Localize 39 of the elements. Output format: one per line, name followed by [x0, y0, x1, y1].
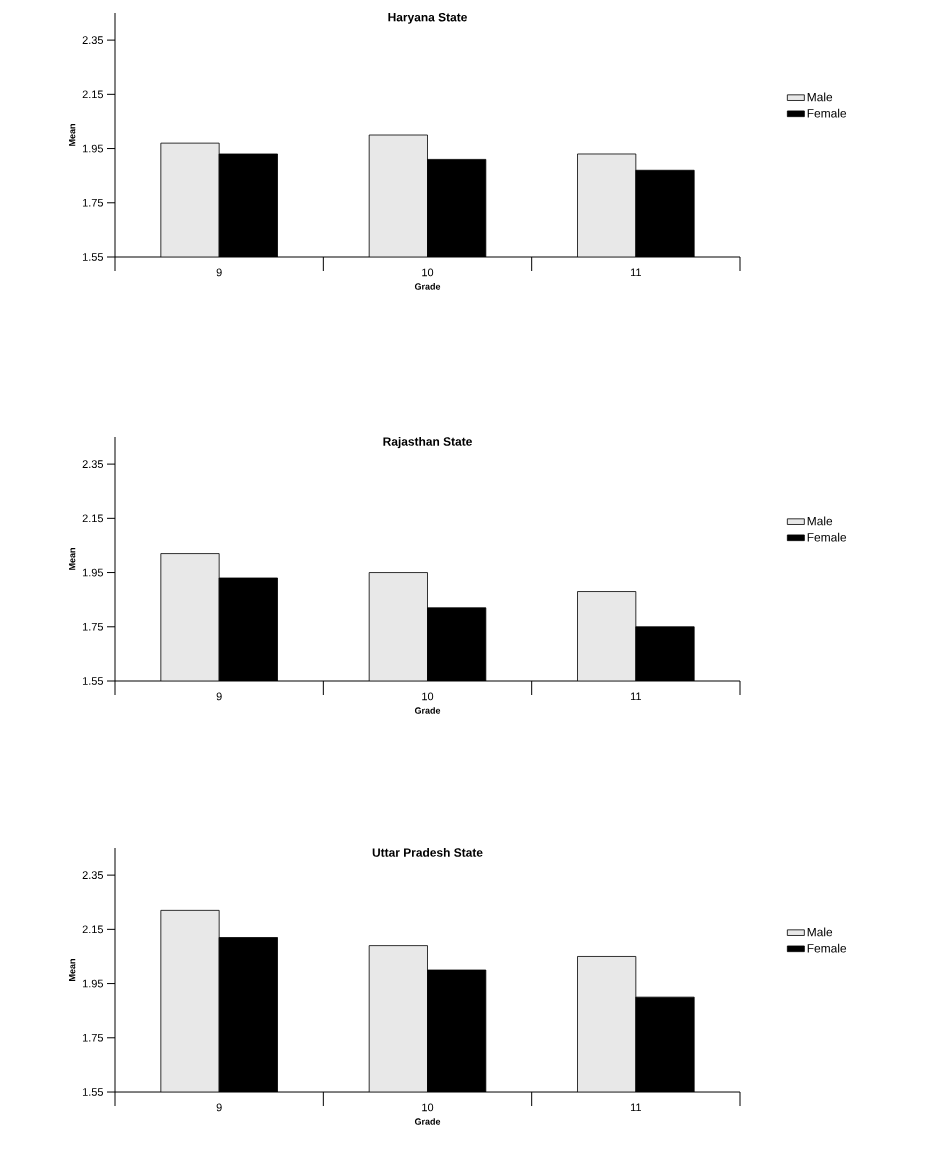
y-tick-label: 1.55	[82, 253, 104, 261]
x-tick-label: 10	[422, 692, 434, 701]
legend-label: Male	[807, 516, 833, 526]
y-tick-label: 1.95	[82, 979, 104, 988]
legend-label: Female	[807, 532, 847, 542]
y-tick-label: 2.35	[82, 871, 104, 880]
y-tick-label: 1.75	[82, 198, 104, 207]
y-tick-label: 2.15	[82, 925, 104, 934]
chart-title: Uttar Pradesh State	[372, 848, 483, 857]
x-tick-label: 9	[216, 268, 222, 277]
y-tick-label: 1.95	[82, 568, 104, 577]
y-tick-label: 1.55	[82, 1088, 104, 1096]
y-tick-label: 2.15	[82, 514, 104, 523]
x-tick-label: 11	[630, 1103, 641, 1112]
legend-label: Male	[807, 927, 833, 937]
legend-label: Female	[807, 943, 847, 953]
y-tick-label: 2.15	[82, 90, 104, 99]
y-axis-title: Mean	[69, 124, 76, 146]
y-tick-label: 2.35	[82, 36, 104, 44]
y-tick-label: 1.95	[82, 144, 104, 153]
chart-title: Haryana State	[388, 12, 467, 24]
y-tick-label: 1.75	[82, 622, 104, 631]
y-tick-label: 1.75	[82, 1033, 104, 1042]
y-tick-label: 1.55	[82, 677, 104, 685]
x-axis-title: Grade	[414, 707, 441, 714]
chart-title: Rajasthan State	[383, 437, 472, 449]
x-axis-title: Grade	[414, 283, 441, 290]
legend-label: Female	[807, 108, 847, 118]
legend-label: Male	[807, 92, 833, 102]
y-axis-title: Mean	[69, 548, 76, 570]
x-tick-label: 10	[422, 1103, 434, 1112]
x-tick-label: 9	[216, 1103, 222, 1112]
y-axis-title: Mean	[69, 959, 76, 981]
x-tick-label: 9	[216, 692, 222, 701]
x-tick-label: 11	[630, 692, 641, 701]
x-tick-label: 10	[422, 268, 434, 277]
x-tick-label: 11	[630, 268, 641, 277]
y-tick-label: 2.35	[82, 460, 104, 468]
x-axis-title: Grade	[414, 1118, 441, 1125]
